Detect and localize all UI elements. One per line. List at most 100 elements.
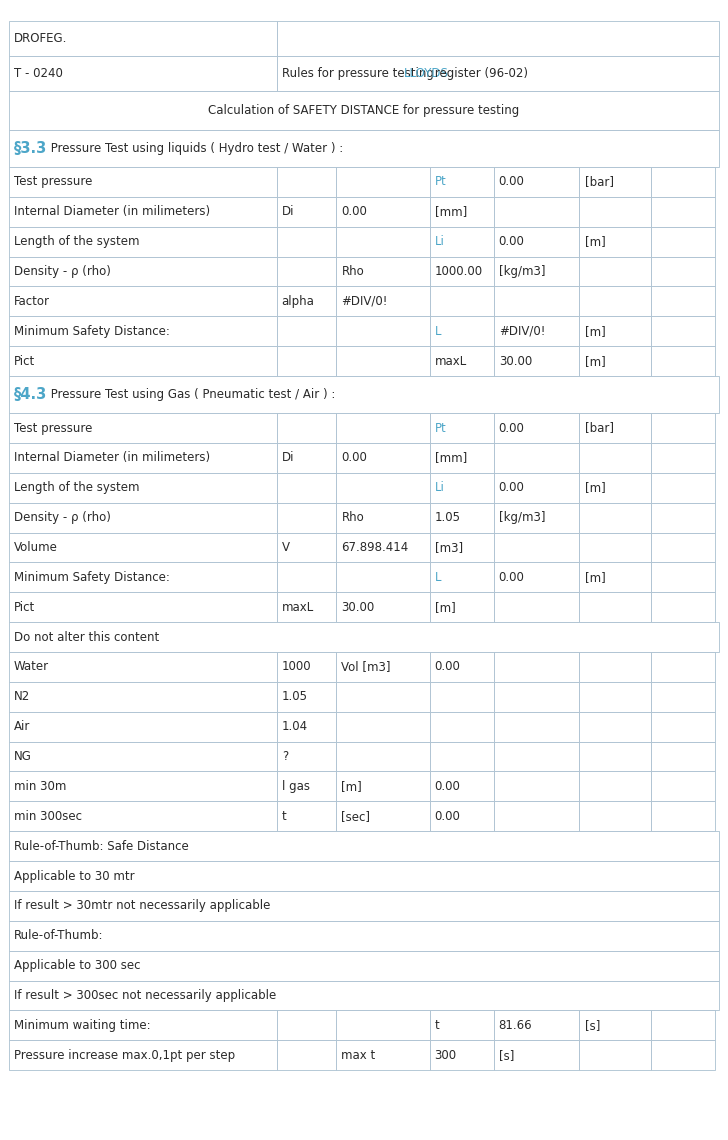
Bar [494,801,579,831]
Bar [494,227,579,256]
Text: Pressure increase max.0,1pt per step: Pressure increase max.0,1pt per step [14,1049,235,1061]
Text: [kg/m3]: [kg/m3] [499,264,545,278]
Text: [m]: [m] [585,235,606,249]
Text: maxL: maxL [282,601,314,613]
Text: ?: ? [282,750,288,763]
Text: 1.04: 1.04 [282,720,308,733]
Bar [277,532,336,562]
Bar [430,197,494,227]
Text: [m]: [m] [341,780,363,793]
Bar [579,413,651,443]
Bar [336,503,430,532]
Bar [9,532,277,562]
Bar [430,1010,494,1041]
Bar [579,473,651,503]
Text: min 30m: min 30m [14,780,66,793]
Bar [651,286,715,316]
Text: Pressure Test using Gas ( Pneumatic test / Air ) :: Pressure Test using Gas ( Pneumatic test… [47,388,335,401]
Bar [430,772,494,801]
Bar [651,256,715,286]
Bar [336,316,430,347]
Bar [494,197,579,227]
Text: [m]: [m] [585,571,606,584]
Bar [579,197,651,227]
Text: Applicable to 300 sec: Applicable to 300 sec [14,959,141,972]
Text: t: t [282,809,287,823]
Text: 30.00: 30.00 [341,601,375,613]
Text: [m]: [m] [585,325,606,337]
Bar [494,682,579,711]
Bar [430,227,494,256]
Bar [9,652,277,682]
Bar [336,286,430,316]
Bar [9,376,719,413]
Bar [494,473,579,503]
Bar [651,532,715,562]
Bar [579,593,651,622]
Bar [9,413,277,443]
Text: Pt: Pt [435,422,446,434]
Text: [bar]: [bar] [585,176,614,188]
Bar [336,593,430,622]
Text: Li: Li [435,235,445,249]
Text: Li: Li [435,481,445,495]
Text: NG: NG [14,750,32,763]
Bar [336,413,430,443]
Bar [277,503,336,532]
Bar [9,831,719,861]
Bar [277,316,336,347]
Bar [430,347,494,376]
Bar [579,316,651,347]
Bar [9,227,277,256]
Bar [336,256,430,286]
Text: Volume: Volume [14,542,58,554]
Bar [9,286,277,316]
Bar [277,227,336,256]
Bar [651,503,715,532]
Bar [277,21,719,56]
Bar [9,473,277,503]
Text: maxL: maxL [435,355,467,368]
Text: If result > 30mtr not necessarily applicable: If result > 30mtr not necessarily applic… [14,899,270,912]
Bar [651,316,715,347]
Bar [579,532,651,562]
Text: Di: Di [282,205,294,219]
Bar [9,801,277,831]
Bar [494,1041,579,1070]
Bar [277,286,336,316]
Text: T - 0240: T - 0240 [14,67,63,80]
Bar [494,772,579,801]
Text: Water: Water [14,660,49,674]
Bar [336,1041,430,1070]
Bar [494,413,579,443]
Bar [9,166,277,197]
Bar [277,347,336,376]
Bar [579,1041,651,1070]
Text: 30.00: 30.00 [499,355,532,368]
Text: Test pressure: Test pressure [14,176,92,188]
Text: LLOYDS: LLOYDS [404,67,449,80]
Bar [651,473,715,503]
Text: N2: N2 [14,691,30,703]
Bar [9,130,719,166]
Bar [430,682,494,711]
Text: [s]: [s] [585,1019,600,1032]
Bar [579,443,651,473]
Text: Air: Air [14,720,30,733]
Bar [9,503,277,532]
Bar [579,742,651,772]
Bar [336,562,430,593]
Text: [bar]: [bar] [585,422,614,434]
Bar [494,562,579,593]
Text: L: L [435,571,441,584]
Text: Minimum Safety Distance:: Minimum Safety Distance: [14,325,170,337]
Text: Internal Diameter (in milimeters): Internal Diameter (in milimeters) [14,205,210,219]
Bar [277,562,336,593]
Bar [9,197,277,227]
Bar [651,413,715,443]
Text: Internal Diameter (in milimeters): Internal Diameter (in milimeters) [14,451,210,464]
Bar [9,951,719,980]
Bar [430,1041,494,1070]
Bar [277,413,336,443]
Bar [336,532,430,562]
